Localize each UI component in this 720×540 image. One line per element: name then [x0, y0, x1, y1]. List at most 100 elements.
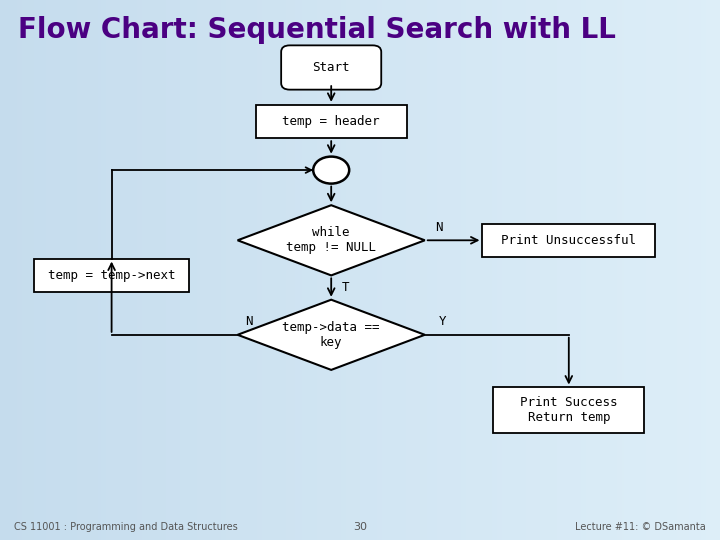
Circle shape	[313, 157, 349, 184]
Bar	[79, 0, 81, 540]
Bar	[466, 0, 468, 540]
Bar	[182, 0, 185, 540]
Bar	[413, 0, 415, 540]
Bar	[675, 0, 677, 540]
Bar	[115, 0, 117, 540]
Bar	[302, 0, 305, 540]
Bar	[482, 0, 485, 540]
Bar	[430, 0, 432, 540]
Bar	[473, 0, 475, 540]
Bar	[605, 0, 607, 540]
Bar	[475, 0, 477, 540]
Bar	[151, 0, 153, 540]
Bar	[312, 0, 315, 540]
Bar	[77, 0, 79, 540]
Bar	[245, 0, 247, 540]
Bar	[499, 0, 502, 540]
Bar	[247, 0, 250, 540]
Bar	[578, 0, 581, 540]
Text: CS 11001 : Programming and Data Structures: CS 11001 : Programming and Data Structur…	[14, 522, 238, 531]
Bar	[372, 0, 374, 540]
Bar	[398, 0, 401, 540]
Bar	[45, 0, 48, 540]
Bar	[149, 0, 151, 540]
Bar	[65, 0, 67, 540]
Bar	[81, 0, 84, 540]
Bar	[576, 0, 578, 540]
Bar	[7, 0, 9, 540]
Bar	[384, 0, 387, 540]
Bar	[94, 0, 96, 540]
Bar	[521, 0, 523, 540]
Bar	[567, 0, 569, 540]
Bar	[547, 0, 549, 540]
Bar	[293, 0, 295, 540]
Bar	[139, 0, 142, 540]
Text: temp = temp->next: temp = temp->next	[48, 269, 176, 282]
Bar	[353, 0, 355, 540]
Bar	[365, 0, 367, 540]
Bar	[355, 0, 358, 540]
Bar	[377, 0, 379, 540]
Bar	[58, 0, 60, 540]
Bar	[542, 0, 545, 540]
Bar	[194, 0, 197, 540]
Bar	[281, 0, 283, 540]
Bar	[715, 0, 718, 540]
Bar	[387, 0, 389, 540]
Bar	[374, 0, 377, 540]
Bar	[288, 0, 290, 540]
Bar	[691, 0, 693, 540]
Bar	[233, 0, 235, 540]
Text: Print Unsuccessful: Print Unsuccessful	[501, 234, 636, 247]
Bar	[446, 0, 449, 540]
Bar	[415, 0, 418, 540]
Bar	[701, 0, 703, 540]
Bar	[202, 0, 204, 540]
Bar	[19, 0, 22, 540]
Bar	[307, 0, 310, 540]
Bar	[319, 0, 322, 540]
Bar	[588, 0, 590, 540]
Bar	[684, 0, 686, 540]
Bar	[261, 0, 264, 540]
Bar	[662, 0, 665, 540]
Bar	[74, 0, 77, 540]
Bar	[444, 0, 446, 540]
Bar	[113, 0, 115, 540]
Bar	[63, 0, 65, 540]
Bar	[528, 0, 531, 540]
Bar	[552, 0, 554, 540]
Bar	[487, 0, 490, 540]
Bar	[439, 0, 441, 540]
Bar	[163, 0, 166, 540]
Bar	[389, 0, 391, 540]
Bar	[679, 0, 682, 540]
Bar	[463, 0, 466, 540]
Bar	[502, 0, 504, 540]
Bar	[593, 0, 595, 540]
Bar	[461, 0, 463, 540]
Bar	[511, 0, 513, 540]
Bar	[711, 0, 713, 540]
Bar	[38, 0, 41, 540]
Bar	[243, 0, 245, 540]
Bar	[660, 0, 662, 540]
Polygon shape	[238, 300, 425, 370]
Bar	[493, 388, 644, 433]
Bar	[693, 0, 696, 540]
Bar	[168, 0, 171, 540]
Bar	[214, 0, 216, 540]
Bar	[137, 0, 139, 540]
Bar	[305, 0, 307, 540]
Bar	[274, 0, 276, 540]
Bar	[495, 0, 497, 540]
Bar	[420, 0, 423, 540]
Bar	[187, 0, 189, 540]
Bar	[449, 0, 451, 540]
Bar	[153, 0, 156, 540]
Bar	[271, 0, 274, 540]
Text: Lecture #11: © DSamanta: Lecture #11: © DSamanta	[575, 522, 706, 531]
Bar	[225, 0, 228, 540]
Bar	[639, 0, 641, 540]
